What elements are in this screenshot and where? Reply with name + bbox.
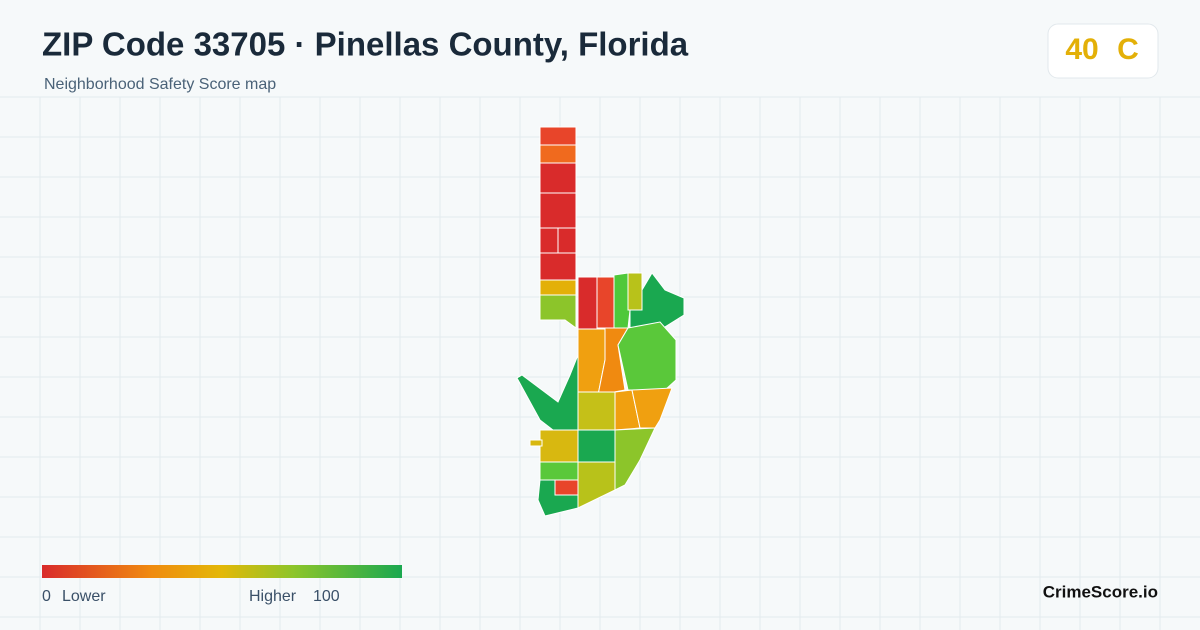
legend-max: 100 <box>313 588 340 605</box>
score-grade: C <box>1117 33 1139 66</box>
score-value: 40 <box>1065 33 1098 66</box>
subtitle: Neighborhood Safety Score map <box>44 76 276 93</box>
area <box>539 144 577 164</box>
brand: CrimeScore.io <box>1043 582 1158 601</box>
area <box>539 279 577 296</box>
area <box>539 429 579 463</box>
area <box>529 439 543 447</box>
legend-gradient <box>42 565 402 578</box>
area <box>613 272 631 329</box>
area <box>554 479 579 496</box>
area <box>539 162 577 194</box>
legend-min: 0 <box>42 588 51 605</box>
legend-max-label: Higher <box>249 588 297 605</box>
area <box>539 227 559 254</box>
grid <box>0 96 1200 630</box>
area <box>539 192 577 229</box>
area <box>577 276 598 330</box>
area <box>577 429 616 463</box>
area <box>539 294 577 329</box>
area <box>557 227 577 254</box>
legend-min-label: Lower <box>62 588 106 605</box>
zip-map <box>516 126 685 517</box>
area <box>631 387 673 429</box>
area <box>627 272 643 311</box>
title: ZIP Code 33705 · Pinellas County, Florid… <box>42 26 689 63</box>
area <box>596 276 615 329</box>
area <box>539 461 579 481</box>
area <box>629 272 685 331</box>
area <box>617 321 677 391</box>
area <box>577 391 616 431</box>
area <box>539 252 577 281</box>
area <box>516 354 579 431</box>
area <box>539 126 577 146</box>
score-badge <box>1047 23 1159 79</box>
